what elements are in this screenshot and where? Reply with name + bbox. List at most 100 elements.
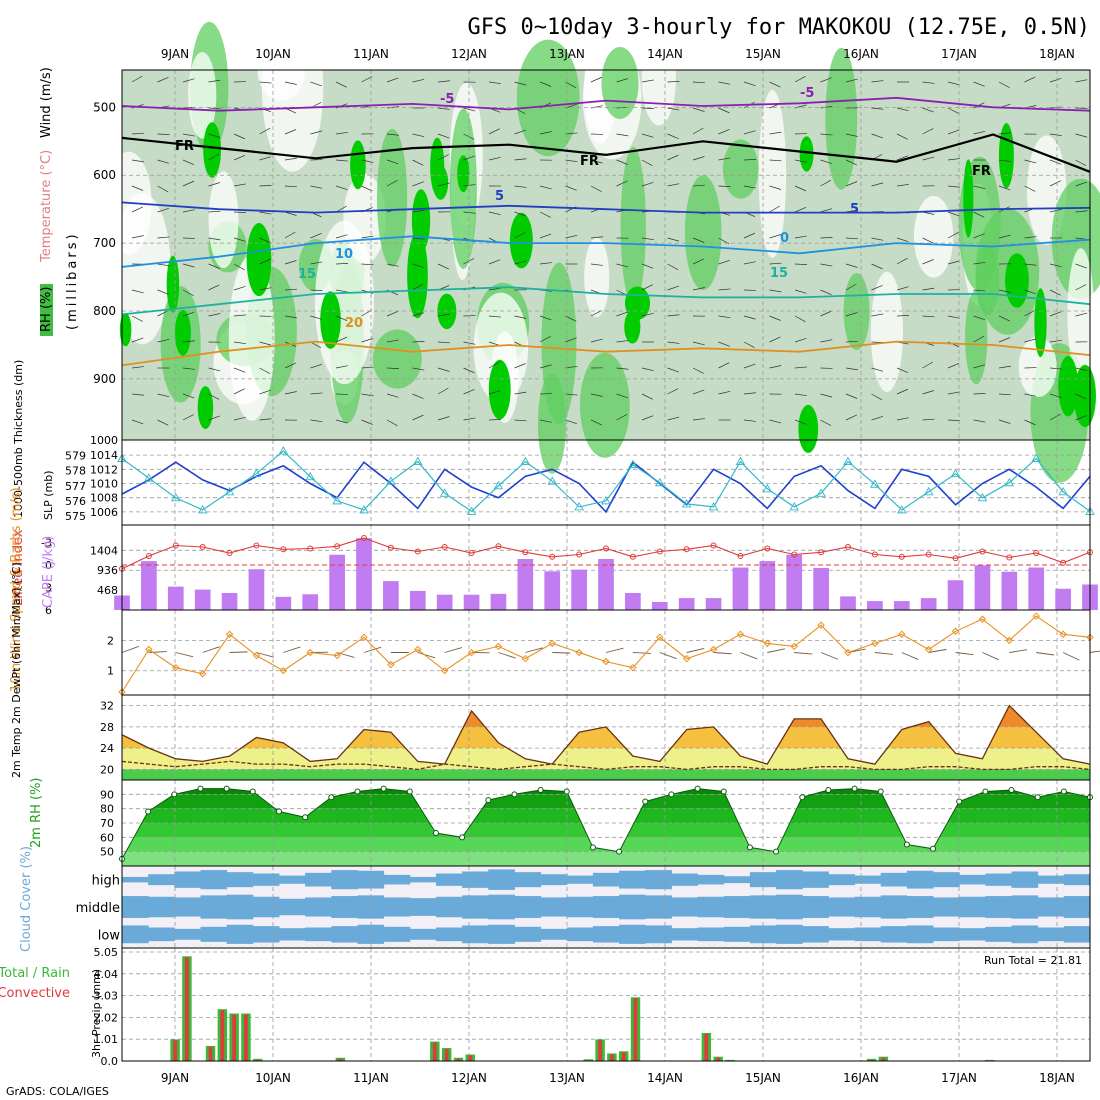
wind-barb <box>208 210 221 213</box>
li-point <box>683 546 690 553</box>
thickness-point <box>816 488 826 497</box>
wind-barb <box>1075 159 1087 166</box>
wind-barb <box>1075 312 1088 317</box>
bottom-date-tick: 12JAN <box>451 1071 487 1085</box>
wind-barb <box>335 289 348 293</box>
thickness-tick: 579 <box>65 450 86 463</box>
cape-bar <box>786 554 803 610</box>
wind-barb <box>284 157 297 161</box>
wind-barb <box>998 234 1011 239</box>
wind-barb <box>947 185 960 188</box>
cape-label: CAPE (J/kg) <box>41 536 56 608</box>
wind-barb <box>284 185 297 188</box>
cloud-row-label: low <box>98 928 121 943</box>
cloud-middle-cell <box>828 897 856 917</box>
wind-barb <box>947 129 960 135</box>
cloud-low-cell <box>985 926 1013 942</box>
wind-barb <box>335 336 348 343</box>
li-point <box>1006 554 1013 561</box>
precip-convective-bar <box>173 1040 178 1061</box>
wind-barb <box>386 393 399 398</box>
wind-barb <box>539 336 551 343</box>
wind-barb <box>794 185 807 192</box>
wind-barb <box>769 336 781 343</box>
contour-label: 5 <box>850 202 859 217</box>
thickness-point <box>439 488 450 497</box>
thickness-point <box>897 505 907 514</box>
wind-barb <box>743 130 756 135</box>
rh-region <box>228 254 275 421</box>
li-point <box>1060 559 1067 566</box>
wind-barb <box>412 209 425 213</box>
wind-barb <box>973 185 986 190</box>
wind-barb <box>131 337 144 343</box>
thickness-point <box>628 459 638 469</box>
wind-barb <box>998 289 1011 293</box>
wind-barb <box>616 311 628 317</box>
cape-bar <box>678 598 695 610</box>
cloud-middle-cell <box>619 894 646 920</box>
wind-barb <box>718 341 730 347</box>
wind10-point <box>279 667 288 675</box>
precip-convective-bar <box>338 1058 343 1061</box>
wind-barb <box>922 418 935 421</box>
temp-band <box>122 705 1090 706</box>
bottom-date-tick: 16JAN <box>843 1071 879 1085</box>
wind-barb <box>820 339 833 343</box>
wind-barb <box>769 131 782 135</box>
cloud-middle-cell <box>959 896 986 918</box>
wind-barb <box>590 76 603 83</box>
wind-barb <box>641 263 654 269</box>
cloud-high-cell <box>619 870 646 889</box>
wind-barb <box>667 314 680 317</box>
rh-tick: 80 <box>100 803 114 816</box>
isotherm-5 <box>121 201 1091 214</box>
cape-tick: 1404 <box>90 544 118 557</box>
precip-tick: 0.0 <box>101 1055 119 1068</box>
thickness-point <box>655 477 665 487</box>
slp-line <box>121 460 1091 514</box>
rh-saturated-region <box>166 255 180 313</box>
wind-barb <box>233 211 247 213</box>
wind-barb <box>488 156 501 161</box>
precip-convective-bar <box>598 1040 602 1061</box>
wind-barb <box>667 81 680 83</box>
wind-barb <box>590 310 602 317</box>
cloud-middle-cell <box>1063 896 1091 918</box>
precip-tick: 2.02 <box>94 1011 119 1024</box>
wind-barb <box>845 237 858 240</box>
rh-point <box>275 808 282 815</box>
wind-barb <box>743 363 756 369</box>
precip-frame <box>121 947 1091 1062</box>
cloud-low-cell <box>566 927 594 942</box>
wind-barb <box>743 81 756 87</box>
precip-legend-convective: Convective <box>0 986 70 1001</box>
wind-barb <box>590 393 603 397</box>
rh-region <box>208 171 239 269</box>
wind-barb <box>998 159 1011 162</box>
wind-barb <box>667 285 679 291</box>
rh-legend-swatch <box>40 284 53 336</box>
li-point <box>603 545 609 552</box>
wind-barb <box>208 263 220 269</box>
rh-tick: 60 <box>100 831 114 844</box>
contour-label: 20 <box>345 316 363 331</box>
wind-barb <box>998 337 1011 343</box>
bottom-date-tick: 10JAN <box>255 1071 291 1085</box>
wind-barb <box>590 338 603 343</box>
rh-saturated-region <box>246 222 272 297</box>
wind-barb <box>845 340 858 343</box>
wind-barb <box>131 366 144 369</box>
rh-point <box>773 848 780 855</box>
wind-barb <box>131 75 143 83</box>
wind-barb <box>361 263 374 266</box>
wind-barb <box>769 315 781 321</box>
wind10-barb <box>444 647 463 653</box>
wind-barb <box>284 315 297 319</box>
rh-point <box>589 844 596 851</box>
rh-region <box>758 89 787 259</box>
rh-point <box>1008 787 1015 794</box>
wind-barb <box>310 419 323 423</box>
li-point <box>495 543 502 550</box>
wind-barb <box>208 237 221 241</box>
